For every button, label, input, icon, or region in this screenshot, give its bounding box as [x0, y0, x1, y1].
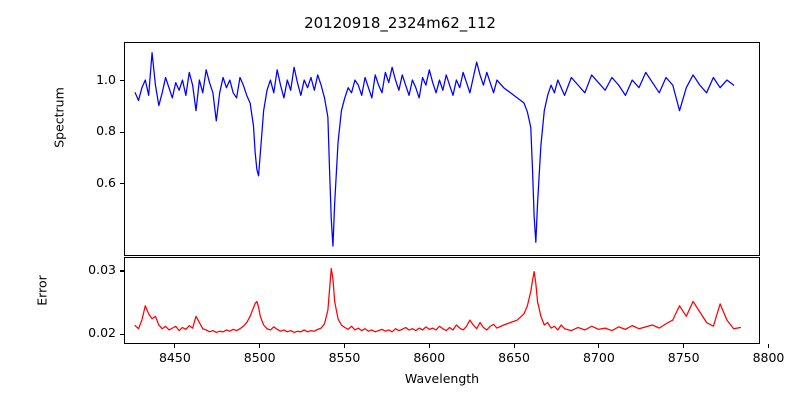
x-tick-mark — [513, 344, 515, 348]
error-line — [135, 269, 740, 333]
x-tick-label: 8700 — [582, 350, 615, 365]
x-tick-mark — [767, 344, 770, 348]
spectrum-ytick-label: 0.6 — [96, 174, 116, 190]
x-tick-label: 8500 — [243, 350, 276, 365]
x-tick-label: 8600 — [413, 350, 446, 365]
spectrum-ytick-mark — [120, 183, 124, 185]
error-ytick-label: 0.02 — [88, 325, 116, 341]
x-tick-label: 8450 — [158, 350, 191, 365]
x-tick-mark — [428, 344, 430, 348]
x-axis-label: Wavelength — [404, 371, 480, 386]
x-tick-mark — [598, 344, 600, 348]
x-tick-label: 8650 — [498, 350, 530, 365]
x-tick-mark — [259, 344, 261, 348]
x-tick-label: 8750 — [667, 350, 700, 365]
error-ytick-mark — [120, 270, 124, 272]
error-panel — [124, 257, 760, 344]
spectrum-line — [135, 53, 733, 246]
spectrum-axis-label: Spectrum — [51, 87, 67, 148]
spectrum-ytick-label: 0.8 — [96, 123, 116, 139]
x-tick-mark — [174, 344, 176, 348]
error-ytick-mark — [120, 333, 124, 336]
x-tick-mark — [683, 344, 685, 348]
spectrum-ytick-label: 1.0 — [96, 71, 116, 87]
x-tick-label: 8800 — [752, 350, 785, 365]
x-tick-mark — [343, 344, 346, 348]
error-ytick-label: 0.03 — [88, 261, 116, 277]
spectrum-panel — [124, 42, 760, 256]
spectrum-ytick-mark — [120, 80, 124, 82]
page-title: 20120918_2324m62_112 — [304, 14, 496, 32]
error-axis-label: Error — [34, 275, 50, 306]
spectrum-ytick-mark — [120, 131, 124, 133]
x-tick-label: 8550 — [328, 350, 361, 365]
error-trace-svg — [125, 258, 759, 343]
spectrum-trace-svg — [125, 43, 759, 255]
